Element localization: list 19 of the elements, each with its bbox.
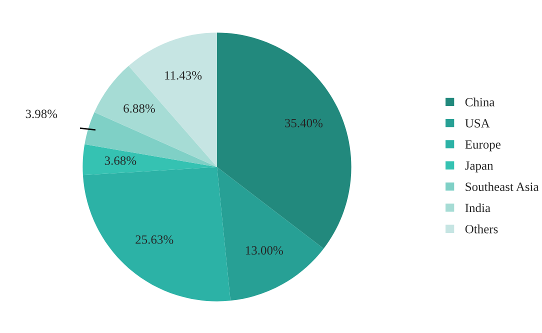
pie-slice (82, 167, 230, 302)
data-label: 13.00% (246, 246, 283, 255)
data-label: 11.43% (165, 71, 202, 80)
pie-slice (84, 112, 217, 167)
legend-label: Japan (465, 162, 494, 172)
legend-label: Europe (465, 140, 501, 152)
data-label: 35.40% (285, 118, 323, 128)
pie-slice (217, 167, 324, 301)
data-label: 6.88% (124, 104, 155, 113)
legend-label: Southeast Asia (466, 182, 539, 192)
pie-slice (82, 144, 217, 176)
legend-label: India (465, 203, 490, 212)
data-label: 3.68% (104, 156, 136, 165)
legend-label: China (465, 98, 495, 106)
data-label: 3.98% (26, 110, 58, 118)
pie-slice (94, 66, 217, 167)
data-label: 25.63% (136, 235, 174, 244)
legend-label: Others (465, 224, 498, 234)
legend-label: USA (465, 119, 490, 128)
